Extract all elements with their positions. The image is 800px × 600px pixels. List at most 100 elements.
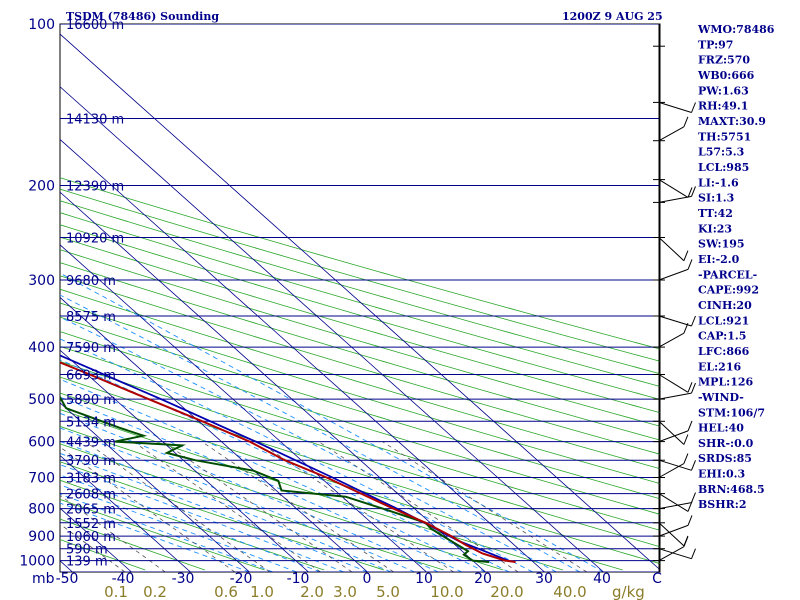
pressure-tick-label: 200 bbox=[28, 179, 55, 195]
temperature-trace bbox=[60, 361, 516, 563]
temperature-tick-label: -10 bbox=[287, 571, 310, 587]
wind-barb-shaft bbox=[658, 546, 685, 562]
index-value: LCL:921 bbox=[698, 314, 749, 327]
pressure-tick-label: 600 bbox=[28, 435, 55, 451]
temperature-tick-label: C bbox=[652, 571, 662, 587]
mixing-ratio-tick-label: 40.0 bbox=[553, 583, 586, 600]
dry-adiabat bbox=[60, 275, 660, 455]
height-label: 8575 m bbox=[66, 310, 116, 325]
chart-text: TSDM (78486) Sounding 1200Z 9 AUG 25 bbox=[66, 10, 663, 23]
pressure-tick-label: 100 bbox=[28, 17, 55, 33]
index-value: HEL:40 bbox=[698, 422, 744, 435]
index-value: BRN:468.5 bbox=[698, 483, 765, 496]
pressure-tick-label: 1000 bbox=[19, 554, 55, 570]
pressure-tick-label: 900 bbox=[28, 529, 55, 545]
height-label: 139 m bbox=[66, 555, 108, 570]
wind-barb-flag bbox=[687, 259, 693, 270]
chart-datetime: 1200Z 9 AUG 25 bbox=[562, 10, 663, 23]
isotherm bbox=[60, 349, 309, 572]
wind-barb-shaft bbox=[658, 374, 689, 393]
dry-adiabat bbox=[60, 236, 660, 414]
isotherm bbox=[60, 244, 427, 572]
dry-adiabat bbox=[60, 188, 660, 362]
pressure-tick-label: 400 bbox=[28, 340, 55, 356]
isotherm bbox=[0, 24, 14, 572]
wind-barb-flag bbox=[683, 434, 689, 445]
dry-adiabat bbox=[60, 425, 504, 571]
indices-panel: WMO:78486 TP:97 FRZ:570 WB0:666 PW:1.63 RH:49… bbox=[697, 23, 775, 511]
height-label: 10920 m bbox=[66, 232, 124, 247]
temperature-tick-label: -50 bbox=[56, 571, 79, 587]
index-value: SRDS:85 bbox=[698, 452, 752, 465]
index-value: TT:42 bbox=[698, 207, 733, 220]
wind-barb-flag bbox=[687, 515, 693, 526]
index-value: EHI:0.3 bbox=[698, 468, 745, 481]
moist-adiabat bbox=[60, 464, 345, 572]
isotherm bbox=[60, 86, 604, 572]
dry-adiabat bbox=[60, 345, 660, 531]
height-label: 2065 m bbox=[66, 503, 116, 518]
wind-barb-shaft bbox=[658, 315, 692, 327]
moist-adiabat bbox=[60, 359, 510, 572]
wind-barb-shaft bbox=[658, 463, 685, 478]
wind-barb-flag bbox=[683, 323, 689, 334]
index-value: MAXT:30.9 bbox=[698, 115, 766, 128]
moist-adiabat bbox=[60, 427, 415, 572]
moist-adiabat bbox=[60, 452, 368, 572]
index-value: KI:23 bbox=[698, 222, 732, 235]
index-value: EL:216 bbox=[698, 360, 741, 373]
dry-adiabat bbox=[60, 376, 660, 565]
chart-title: TSDM (78486) Sounding bbox=[66, 10, 219, 23]
wind-barb-shaft bbox=[658, 502, 692, 510]
index-value: CAPE:992 bbox=[698, 284, 759, 297]
index-value: TH:5751 bbox=[698, 130, 751, 143]
pressure-tick-label: 700 bbox=[28, 471, 55, 487]
isotherm bbox=[60, 191, 486, 572]
index-value: LCL:985 bbox=[698, 161, 749, 174]
temperature-tick-label: -30 bbox=[172, 571, 195, 587]
index-value: -WIND- bbox=[698, 391, 744, 404]
dry-adiabat bbox=[60, 249, 660, 427]
index-value: WMO:78486 bbox=[697, 23, 775, 36]
wind-barb-shaft bbox=[658, 126, 685, 142]
dry-adiabat bbox=[60, 302, 660, 485]
dry-adiabat bbox=[60, 224, 660, 400]
pressure-tick-label: 800 bbox=[28, 502, 55, 518]
height-label: 2608 m bbox=[66, 488, 116, 503]
index-value: CINH:20 bbox=[698, 299, 752, 312]
wind-barb-flag bbox=[687, 382, 693, 393]
height-label: 590 m bbox=[66, 543, 108, 558]
isotherm bbox=[60, 138, 545, 572]
wind-barb-flag bbox=[683, 453, 689, 464]
wind-profile bbox=[653, 24, 696, 572]
moist-adiabat bbox=[60, 294, 581, 572]
moist-adiabat bbox=[60, 338, 533, 572]
wind-barb-shaft bbox=[658, 195, 692, 203]
height-label: 6693 m bbox=[66, 369, 116, 384]
sounding-traces bbox=[60, 354, 516, 563]
mixing-ratio-tick-label: 0.1 bbox=[104, 583, 128, 600]
index-value: TP:97 bbox=[698, 38, 733, 51]
mixing-ratio-line bbox=[382, 441, 588, 572]
index-value: EI:-2.0 bbox=[698, 253, 740, 266]
isotherm bbox=[60, 454, 191, 572]
height-label: 16600 m bbox=[66, 18, 124, 33]
index-value: SI:1.3 bbox=[698, 192, 734, 205]
pressure-units-label: mb bbox=[32, 571, 55, 587]
temperature-tick-label: 30 bbox=[535, 571, 553, 587]
index-value: SHR-:0.0 bbox=[698, 437, 754, 450]
mixing-ratio-line bbox=[60, 446, 236, 572]
dry-adiabat bbox=[60, 200, 660, 375]
mixing-ratio-tick-label: 10.0 bbox=[430, 583, 463, 600]
index-value: PW:1.63 bbox=[698, 84, 749, 97]
wind-barb-flag bbox=[691, 315, 696, 327]
height-label: 7590 m bbox=[66, 341, 116, 356]
dry-adiabat bbox=[60, 177, 660, 350]
height-label: 3790 m bbox=[66, 454, 116, 469]
pressure-tick-label: 300 bbox=[28, 273, 55, 289]
index-value: MPL:126 bbox=[698, 376, 754, 389]
thermo-grid bbox=[0, 24, 660, 572]
axis-labels: -50 -40 -30 -20 -10 0 10 20 30 40 Cmb 0.1 0.2 0.6 1.0 2… bbox=[32, 571, 662, 600]
wind-barb-shaft bbox=[658, 332, 685, 348]
